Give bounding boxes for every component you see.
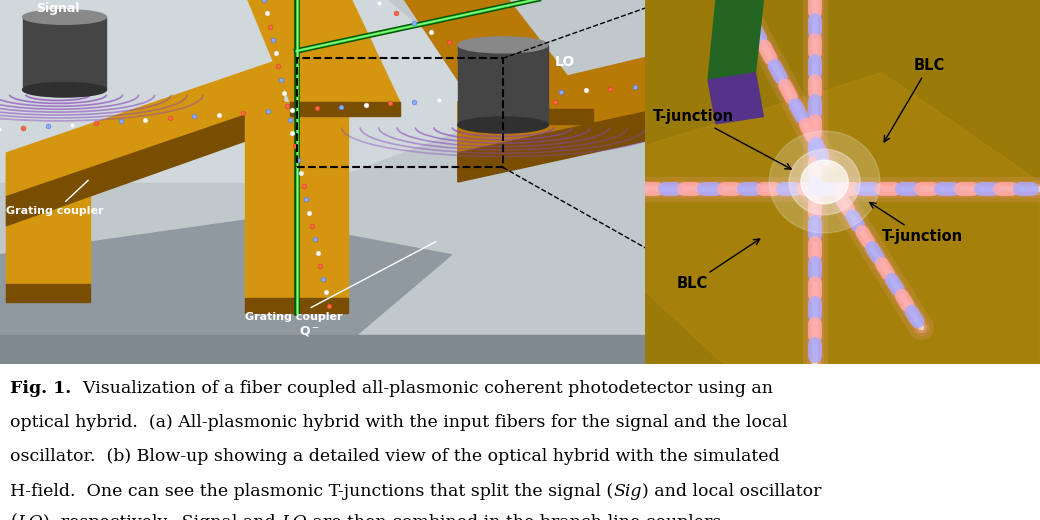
Polygon shape (245, 102, 348, 298)
Polygon shape (708, 73, 763, 124)
Circle shape (770, 131, 880, 233)
Text: (: ( (10, 514, 17, 520)
Polygon shape (245, 298, 348, 313)
Text: T-junction: T-junction (869, 203, 963, 244)
Text: Grating coupler: Grating coupler (245, 241, 436, 322)
Polygon shape (477, 109, 593, 124)
Polygon shape (458, 55, 657, 153)
Text: Sig: Sig (614, 483, 642, 500)
Polygon shape (399, 0, 593, 109)
Polygon shape (0, 0, 645, 364)
Text: LO: LO (281, 514, 307, 520)
Polygon shape (6, 102, 284, 226)
Circle shape (789, 149, 860, 215)
Polygon shape (23, 17, 106, 90)
Text: BLC: BLC (884, 58, 944, 142)
Text: are then combined in the branch-line couplers.: are then combined in the branch-line cou… (307, 514, 727, 520)
Text: oscillator.  (b) Blow-up showing a detailed view of the optical hybrid with the : oscillator. (b) Blow-up showing a detail… (10, 448, 780, 465)
Text: Fig. 1.: Fig. 1. (10, 380, 72, 397)
Polygon shape (458, 45, 548, 125)
Polygon shape (0, 0, 516, 182)
Text: Visualization of a fiber coupled all-plasmonic coherent photodetector using an: Visualization of a fiber coupled all-pla… (72, 380, 773, 397)
Polygon shape (645, 73, 1040, 364)
Text: LO: LO (554, 55, 575, 69)
Text: Grating coupler: Grating coupler (6, 180, 104, 216)
Polygon shape (6, 153, 90, 284)
Text: T-junction: T-junction (653, 109, 791, 169)
Polygon shape (0, 335, 645, 364)
Ellipse shape (23, 83, 106, 97)
Polygon shape (290, 102, 399, 116)
Text: optical hybrid.  (a) All-plasmonic hybrid with the input fibers for the signal a: optical hybrid. (a) All-plasmonic hybrid… (10, 414, 788, 431)
Ellipse shape (458, 117, 548, 133)
Text: Signal: Signal (36, 2, 80, 15)
Polygon shape (6, 58, 284, 197)
Text: ), respectively.  Signal and: ), respectively. Signal and (43, 514, 281, 520)
Circle shape (801, 160, 849, 204)
Text: H-field.  One can see the plasmonic T-junctions that split the signal (: H-field. One can see the plasmonic T-jun… (10, 483, 614, 500)
Polygon shape (245, 0, 399, 102)
Text: ) and local oscillator: ) and local oscillator (642, 483, 822, 500)
Text: LO: LO (17, 514, 43, 520)
Ellipse shape (23, 10, 106, 24)
Polygon shape (6, 284, 90, 302)
Text: BLC: BLC (676, 239, 760, 291)
Polygon shape (708, 0, 763, 80)
Polygon shape (458, 109, 657, 182)
Polygon shape (645, 0, 1040, 364)
Text: Q$^-$: Q$^-$ (300, 324, 320, 339)
Polygon shape (0, 218, 451, 364)
Ellipse shape (458, 37, 548, 53)
